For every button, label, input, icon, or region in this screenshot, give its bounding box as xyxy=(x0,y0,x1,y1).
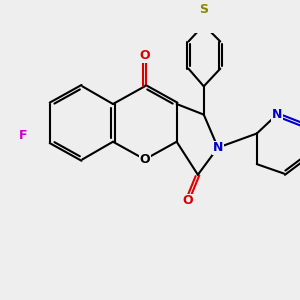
Text: N: N xyxy=(213,141,223,154)
Text: S: S xyxy=(232,0,241,3)
Text: N: N xyxy=(272,108,282,121)
Text: S: S xyxy=(199,3,208,16)
Text: O: O xyxy=(182,194,193,207)
Text: O: O xyxy=(140,49,150,62)
Text: F: F xyxy=(19,129,28,142)
Text: O: O xyxy=(140,153,150,166)
